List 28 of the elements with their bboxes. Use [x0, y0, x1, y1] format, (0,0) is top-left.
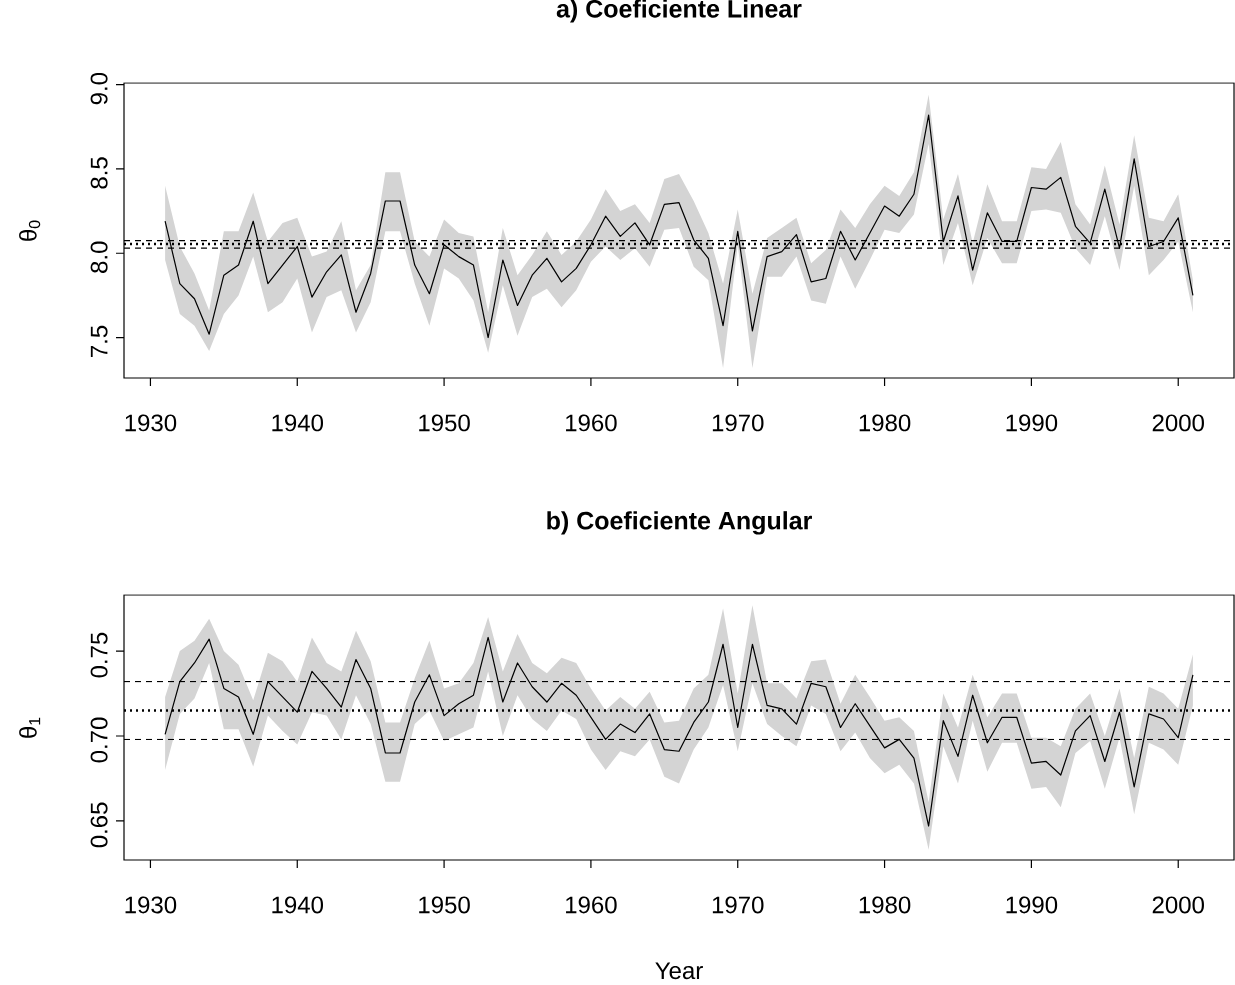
- y-axis-title: θ$_{1}$: [19, 717, 41, 738]
- y-tick-label: 0.65: [90, 802, 108, 848]
- y-tick-label: 8.5: [90, 157, 108, 189]
- x-tick-label: 1970: [712, 896, 764, 914]
- y-axis-title: θ$_{0}$: [19, 220, 41, 241]
- x-tick-label: 1930: [125, 896, 177, 914]
- chart-title: a) Coeficiente Linear: [556, 0, 802, 23]
- x-tick-label: 1950: [419, 896, 470, 914]
- y-tick-label: 7.5: [90, 325, 108, 357]
- y-tick-label: 0.75: [90, 632, 108, 678]
- x-tick-label: 1940: [272, 414, 324, 432]
- x-tick-label: 1980: [859, 414, 911, 432]
- x-tick-label: 1990: [1006, 414, 1058, 432]
- x-tick-label: 2000: [1152, 896, 1204, 914]
- x-tick-label: 1930: [125, 414, 177, 432]
- x-tick-label: 2000: [1152, 414, 1204, 432]
- y-tick-label: 9.0: [90, 72, 108, 105]
- x-tick-label: 1980: [859, 896, 911, 914]
- y-tick-label: 8.0: [90, 241, 108, 273]
- chart-title: b) Coeficiente Angular: [547, 511, 812, 535]
- x-tick-label: 1990: [1006, 896, 1058, 914]
- y-tick-label: 0.70: [90, 717, 108, 763]
- x-tick-label: 1950: [419, 414, 470, 432]
- x-tick-label: 1960: [566, 414, 617, 432]
- x-tick-label: 1970: [712, 414, 764, 432]
- x-tick-label: 1940: [272, 896, 324, 914]
- x-tick-label: 1960: [566, 896, 617, 914]
- x-axis-title: Year: [655, 962, 703, 980]
